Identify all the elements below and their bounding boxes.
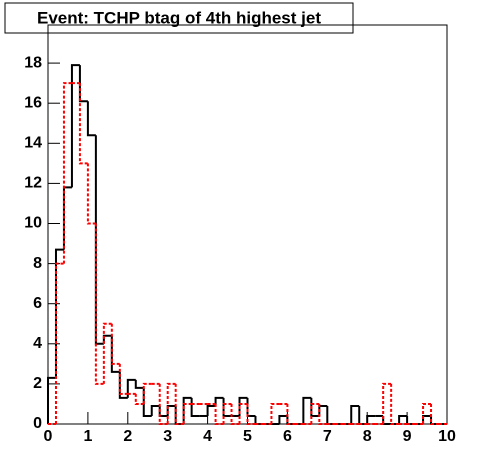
histogram-bin bbox=[318, 404, 328, 416]
histogram-bin bbox=[398, 414, 408, 424]
histogram-bin bbox=[62, 186, 72, 250]
x-tick-label: 0 bbox=[44, 428, 53, 445]
histogram-bin bbox=[214, 403, 224, 425]
y-tick-label: 2 bbox=[33, 375, 42, 392]
y-tick-label: 18 bbox=[24, 54, 42, 71]
histogram-bin bbox=[142, 382, 152, 404]
histogram-bin bbox=[222, 402, 232, 424]
histogram-bin bbox=[246, 397, 256, 417]
histogram-bin bbox=[390, 383, 400, 425]
histogram-bin bbox=[47, 376, 56, 424]
histogram-bin bbox=[310, 402, 320, 424]
y-tick-label: 14 bbox=[24, 135, 42, 152]
histogram-bin bbox=[78, 65, 88, 103]
x-tick-label: 3 bbox=[163, 428, 172, 445]
histogram-bin bbox=[110, 323, 120, 365]
histogram-bin bbox=[382, 382, 392, 424]
x-tick-label: 5 bbox=[243, 428, 252, 445]
histogram-bin bbox=[318, 403, 328, 425]
histogram-bin bbox=[142, 387, 152, 417]
histogram-bin bbox=[70, 64, 80, 188]
histogram-bin bbox=[310, 397, 320, 417]
y-tick-label: 12 bbox=[24, 175, 42, 192]
histogram-bin bbox=[166, 404, 176, 416]
histogram-bin bbox=[54, 262, 64, 424]
histogram-bin bbox=[238, 402, 248, 424]
histogram-bin bbox=[94, 135, 104, 345]
histogram-bin bbox=[422, 402, 432, 424]
x-tick-label: 2 bbox=[123, 428, 132, 445]
histogram-bin bbox=[230, 403, 240, 425]
x-tick-label: 4 bbox=[203, 428, 212, 445]
histogram-bin bbox=[174, 405, 184, 425]
histogram-bin bbox=[110, 335, 120, 373]
histogram-bin bbox=[134, 379, 144, 389]
x-tick-label: 10 bbox=[438, 428, 456, 445]
histogram-bin bbox=[430, 403, 440, 425]
histogram-bin bbox=[246, 403, 256, 425]
y-tick-label: 4 bbox=[33, 335, 42, 352]
histogram-bin bbox=[270, 402, 280, 424]
x-tick-label: 9 bbox=[403, 428, 412, 445]
histogram-bin bbox=[182, 402, 192, 424]
y-tick-label: 8 bbox=[33, 255, 42, 272]
histogram-bin bbox=[358, 405, 368, 425]
histogram-bin bbox=[158, 405, 168, 417]
y-tick-label: 6 bbox=[33, 295, 42, 312]
chart-title: Event: TCHP btag of 4th highest jet bbox=[37, 8, 321, 27]
histogram-bin bbox=[302, 396, 312, 424]
histogram-bin bbox=[238, 396, 248, 416]
y-tick-label: 16 bbox=[24, 94, 42, 111]
histogram-bin bbox=[62, 82, 72, 264]
y-tick-label: 0 bbox=[33, 415, 42, 432]
histogram-bin bbox=[54, 248, 64, 378]
x-tick-label: 8 bbox=[363, 428, 372, 445]
histogram-bin bbox=[254, 415, 264, 425]
histogram-bin bbox=[286, 403, 296, 425]
histogram-bin bbox=[278, 414, 288, 424]
histogram-bin bbox=[366, 414, 376, 424]
histogram-bin bbox=[222, 397, 232, 417]
histogram-bin bbox=[406, 415, 416, 425]
histogram-bin bbox=[134, 393, 144, 405]
histogram-bin bbox=[182, 396, 192, 424]
histogram-bin bbox=[94, 223, 104, 385]
histogram-bin bbox=[86, 101, 96, 137]
histogram-bin bbox=[126, 378, 136, 398]
histogram-bin bbox=[422, 414, 432, 424]
histogram-bin bbox=[382, 415, 392, 425]
histogram-bin bbox=[158, 383, 168, 425]
title-box bbox=[4, 2, 354, 34]
x-tick-label: 7 bbox=[323, 428, 332, 445]
histogram-bin bbox=[102, 322, 112, 384]
histogram-bin bbox=[174, 383, 184, 425]
y-tick-label: 10 bbox=[24, 215, 42, 232]
histogram-bin bbox=[206, 404, 216, 416]
x-tick-label: 1 bbox=[83, 428, 92, 445]
x-tick-label: 6 bbox=[283, 428, 292, 445]
histogram-bin bbox=[286, 415, 296, 425]
histogram-bin bbox=[118, 363, 128, 395]
histogram-bin bbox=[430, 415, 440, 425]
histogram-bin bbox=[86, 163, 96, 225]
histogram-bin bbox=[102, 334, 112, 344]
histogram-bin bbox=[214, 396, 224, 406]
histogram-bin bbox=[350, 404, 360, 424]
histogram-bin bbox=[190, 397, 200, 417]
histogram-bin bbox=[326, 405, 336, 425]
histogram-bin bbox=[166, 382, 176, 424]
plot-frame bbox=[47, 24, 448, 425]
histogram-bin bbox=[78, 83, 88, 165]
histogram-bin bbox=[150, 404, 160, 416]
